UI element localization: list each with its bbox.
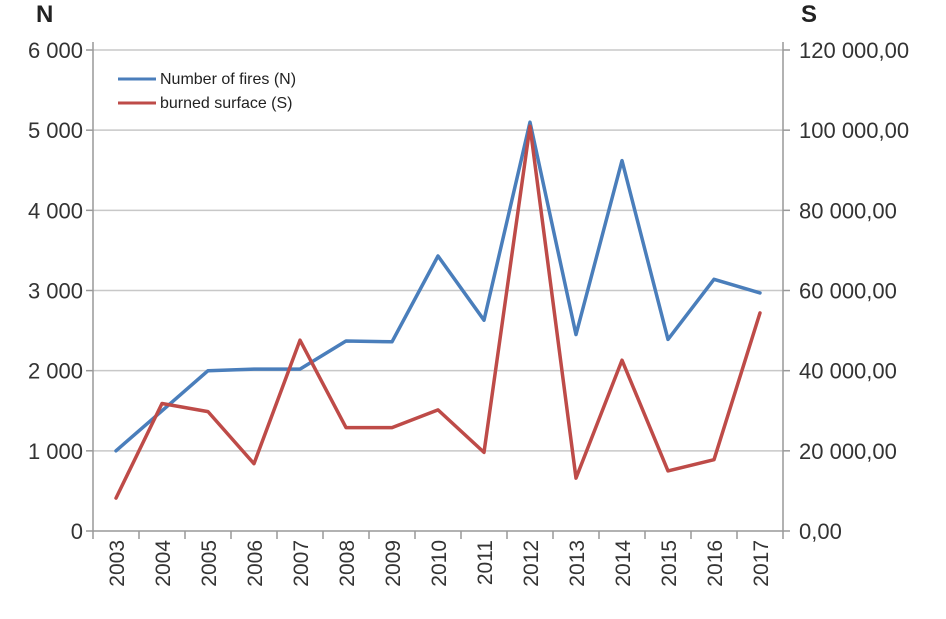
series-lines bbox=[114, 120, 762, 500]
x-tick-label: 2016 bbox=[704, 540, 727, 587]
x-tick-label: 2008 bbox=[336, 540, 359, 587]
legend-label-surface: burned surface (S) bbox=[160, 95, 293, 112]
x-tick-label: 2003 bbox=[106, 540, 129, 587]
left-tick-label: 1 000 bbox=[28, 439, 83, 464]
x-tick-label: 2013 bbox=[566, 540, 589, 587]
x-tick-label: 2012 bbox=[520, 540, 543, 587]
axes bbox=[86, 42, 790, 539]
x-tick-label: 2017 bbox=[750, 540, 773, 587]
x-tick-label: 2007 bbox=[290, 540, 313, 587]
x-tick-label: 2009 bbox=[382, 540, 405, 587]
right-tick-label: 80 000,00 bbox=[799, 198, 897, 223]
x-tick-label: 2015 bbox=[658, 540, 681, 587]
series-line-fires bbox=[114, 120, 762, 453]
left-tick-label: 5 000 bbox=[28, 118, 83, 143]
right-tick-label: 40 000,00 bbox=[799, 359, 897, 384]
right-tick-label: 0,00 bbox=[799, 519, 842, 544]
x-tick-label: 2004 bbox=[152, 540, 175, 587]
left-tick-label: 6 000 bbox=[28, 38, 83, 63]
x-tick-label: 2006 bbox=[244, 540, 267, 587]
right-tick-label: 100 000,00 bbox=[799, 118, 909, 143]
x-tick-label: 2010 bbox=[428, 540, 451, 587]
right-tick-label: 20 000,00 bbox=[799, 439, 897, 464]
left-tick-label: 0 bbox=[71, 519, 83, 544]
left-tick-label: 3 000 bbox=[28, 279, 83, 304]
legend-label-fires: Number of fires (N) bbox=[160, 71, 296, 88]
series-line-surface bbox=[114, 124, 762, 500]
left-tick-label: 4 000 bbox=[28, 198, 83, 223]
right-tick-label: 120 000,00 bbox=[799, 38, 909, 63]
legend: Number of fires (N) burned surface (S) bbox=[118, 71, 296, 112]
x-tick-label: 2011 bbox=[474, 540, 497, 585]
right-tick-label: 60 000,00 bbox=[799, 279, 897, 304]
x-tick-label: 2014 bbox=[612, 540, 635, 587]
right-axis-title: S bbox=[801, 1, 817, 28]
tick-labels: 0 0,00 1 000 20 000,00 2 000 40 000,00 3 000 60… bbox=[28, 38, 909, 587]
left-tick-label: 2 000 bbox=[28, 359, 83, 384]
left-axis-title: N bbox=[36, 1, 53, 28]
x-tick-label: 2005 bbox=[198, 540, 221, 587]
